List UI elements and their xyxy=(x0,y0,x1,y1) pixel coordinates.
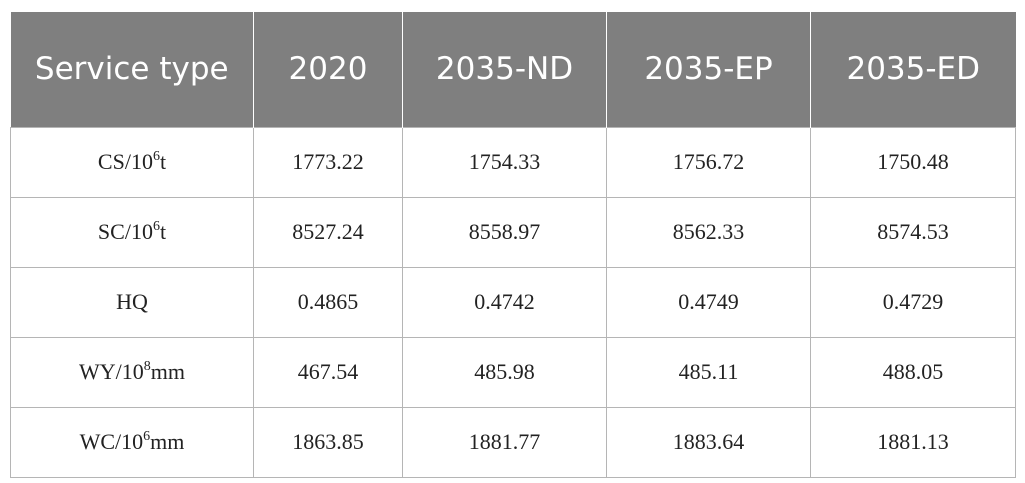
header-row: Service type 2020 2035-ND 2035-EP 2035-ED xyxy=(10,12,1016,127)
table-row: SC/106t 8527.24 8558.97 8562.33 8574.53 xyxy=(10,196,1016,268)
header-cell: 2035-EP xyxy=(606,12,811,127)
row-label: SC/106t xyxy=(10,196,254,268)
label-exponent: 6 xyxy=(152,149,160,164)
table-row: CS/106t 1773.22 1754.33 1756.72 1750.48 xyxy=(10,126,1016,198)
value-cell: 1754.33 xyxy=(402,126,607,198)
label-unit: t xyxy=(159,149,167,174)
label-text: WY/10 xyxy=(79,359,144,384)
row-label: HQ xyxy=(10,266,254,338)
label-text: HQ xyxy=(116,289,148,314)
label-unit: mm xyxy=(150,429,185,454)
table-row: HQ 0.4865 0.4742 0.4749 0.4729 xyxy=(10,266,1016,338)
value-cell: 8562.33 xyxy=(606,196,811,268)
value-cell: 0.4749 xyxy=(606,266,811,338)
value-cell: 485.98 xyxy=(402,336,607,408)
value-cell: 0.4742 xyxy=(402,266,607,338)
label-text: WC/10 xyxy=(79,429,144,454)
row-label: WC/106mm xyxy=(10,406,254,478)
table-row: WY/108mm 467.54 485.98 485.11 488.05 xyxy=(10,336,1016,408)
row-label: CS/106t xyxy=(10,126,254,198)
value-cell: 1750.48 xyxy=(810,126,1016,198)
label-exponent: 6 xyxy=(143,429,151,444)
header-cell: 2035-ED xyxy=(810,12,1016,127)
value-cell: 8527.24 xyxy=(253,196,403,268)
value-cell: 467.54 xyxy=(253,336,403,408)
label-text: CS/10 xyxy=(97,149,153,174)
value-cell: 488.05 xyxy=(810,336,1016,408)
value-cell: 1881.77 xyxy=(402,406,607,478)
value-cell: 0.4729 xyxy=(810,266,1016,338)
label-exponent: 8 xyxy=(143,359,151,374)
value-cell: 8574.53 xyxy=(810,196,1016,268)
value-cell: 485.11 xyxy=(606,336,811,408)
value-cell: 1881.13 xyxy=(810,406,1016,478)
value-cell: 0.4865 xyxy=(253,266,403,338)
row-label: WY/108mm xyxy=(10,336,254,408)
header-cell: Service type xyxy=(10,12,254,127)
label-unit: t xyxy=(159,219,167,244)
header-cell: 2020 xyxy=(253,12,403,127)
table-row: WC/106mm 1863.85 1881.77 1883.64 1881.13 xyxy=(10,406,1016,478)
value-cell: 1883.64 xyxy=(606,406,811,478)
header-cell: 2035-ND xyxy=(402,12,607,127)
data-table: Service type 2020 2035-ND 2035-EP 2035-ED CS… xyxy=(10,12,1016,478)
value-cell: 1863.85 xyxy=(253,406,403,478)
label-exponent: 6 xyxy=(152,219,160,234)
value-cell: 8558.97 xyxy=(402,196,607,268)
label-unit: mm xyxy=(150,359,185,384)
value-cell: 1773.22 xyxy=(253,126,403,198)
value-cell: 1756.72 xyxy=(606,126,811,198)
label-text: SC/10 xyxy=(97,219,153,244)
